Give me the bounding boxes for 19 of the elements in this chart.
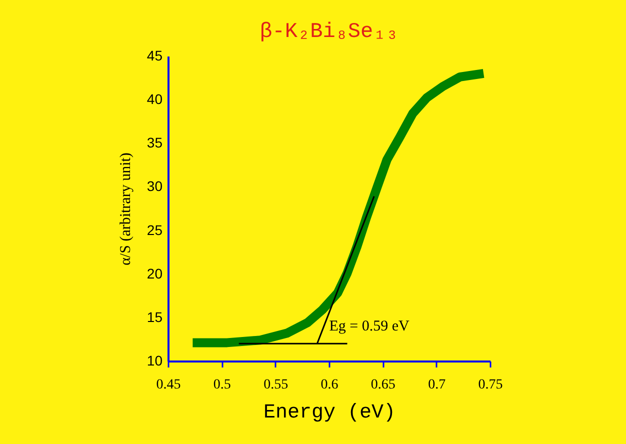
x-tick-label: 0.75 (478, 378, 503, 392)
x-axis-title: Energy (eV) (263, 402, 396, 424)
y-axis-title: α/S (arbitrary unit) (118, 152, 134, 266)
y-tick-label: 35 (146, 134, 163, 151)
annotation: Eg = 0.59 eV (329, 318, 410, 335)
y-tick-label: 25 (146, 222, 163, 238)
x-tick-label: 0.5 (213, 378, 231, 392)
y-tick-label: 20 (146, 265, 163, 282)
x-tick-label: 0.55 (264, 378, 288, 392)
chart-title: β-K₂Bi₈Se₁₃ (260, 21, 398, 44)
y-tick-label: 40 (146, 91, 163, 108)
y-tick-label: 10 (146, 352, 163, 368)
x-tick-label: 0.7 (428, 378, 446, 392)
y-tick-label: 45 (146, 48, 163, 64)
y-tick-label: 15 (146, 308, 163, 325)
x-tick-label: 0.45 (156, 378, 181, 392)
x-tick-label: 0.6 (320, 378, 338, 392)
y-tick-label: 30 (146, 178, 163, 194)
x-tick-label: 0.65 (370, 378, 396, 392)
